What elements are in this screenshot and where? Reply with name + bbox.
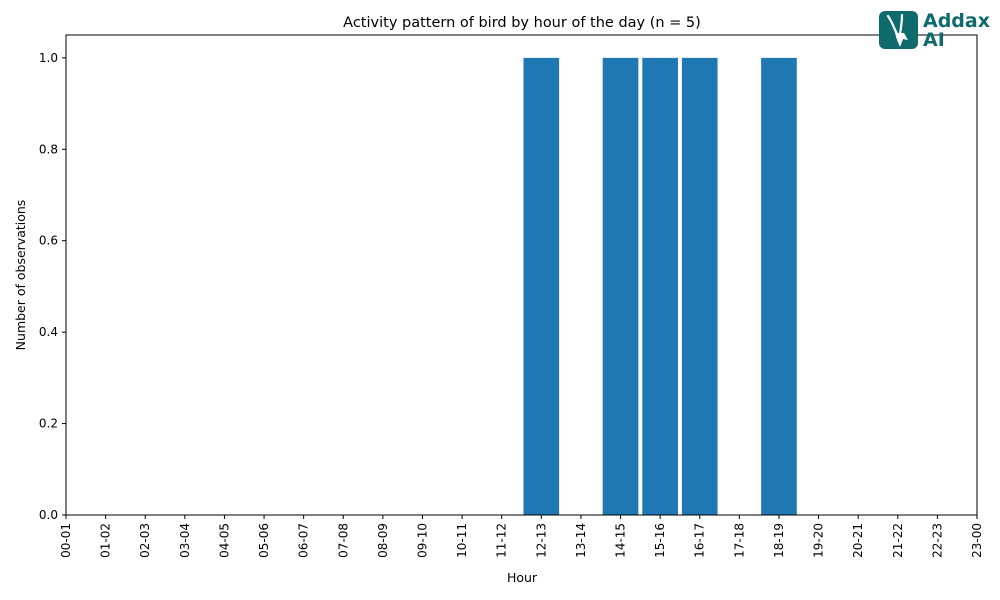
x-tick-label: 16-17: [693, 523, 707, 558]
logo-text-addax: Addax: [923, 10, 990, 32]
x-axis: 00-01 01-02 02-03 03-04 04-05 05-06 06-07 07-08…: [59, 515, 984, 558]
x-tick-label: 00-01: [59, 523, 73, 558]
x-tick-label: 22-23: [930, 523, 944, 558]
x-tick-label: 09-10: [415, 523, 429, 558]
addax-ai-logo: Addax AI: [878, 10, 993, 52]
bar-12-13: [523, 57, 560, 516]
x-tick-label: 19-20: [812, 523, 826, 558]
x-tick-label: 03-04: [178, 523, 192, 558]
x-tick-label: 11-12: [495, 523, 509, 558]
x-tick-label: 06-07: [297, 523, 311, 558]
y-axis: 0.0 0.2 0.4 0.6 0.8 1.0: [39, 51, 66, 522]
x-tick-label: 10-11: [455, 523, 469, 558]
x-tick-label: 07-08: [336, 523, 350, 558]
bar-14-15: [602, 57, 639, 516]
bar-15-16: [642, 57, 678, 516]
x-axis-label: Hour: [507, 570, 538, 585]
x-tick-label: 18-19: [772, 523, 786, 558]
addax-antelope-icon: [879, 11, 918, 49]
bar-16-17: [681, 57, 718, 516]
x-tick-label: 15-16: [653, 523, 667, 558]
x-tick-label: 17-18: [732, 523, 746, 558]
plot-area-frame: [65, 34, 978, 516]
x-tick-label: 13-14: [574, 523, 588, 558]
bars-group: [523, 57, 797, 516]
chart-title: Activity pattern of bird by hour of the …: [343, 15, 701, 31]
y-axis-label: Number of observations: [13, 200, 28, 351]
x-tick-label: 05-06: [257, 523, 271, 558]
y-tick-label: 0.4: [39, 325, 58, 339]
x-tick-label: 04-05: [217, 523, 231, 558]
bar-18-19: [761, 57, 797, 516]
y-tick-label: 0.6: [39, 234, 58, 248]
x-tick-label: 02-03: [138, 523, 152, 558]
x-tick-label: 01-02: [99, 523, 113, 558]
y-tick-label: 0.8: [39, 142, 58, 156]
x-tick-label: 08-09: [376, 523, 390, 558]
x-tick-label: 21-22: [891, 523, 905, 558]
x-tick-label: 12-13: [534, 523, 548, 558]
logo-text-ai: AI: [923, 29, 945, 51]
y-tick-label: 0.2: [39, 417, 58, 431]
y-tick-label: 0.0: [39, 508, 58, 522]
x-tick-label: 23-00: [970, 523, 984, 558]
x-tick-label: 20-21: [851, 523, 865, 558]
y-tick-label: 1.0: [39, 51, 58, 65]
x-tick-label: 14-15: [614, 523, 628, 558]
